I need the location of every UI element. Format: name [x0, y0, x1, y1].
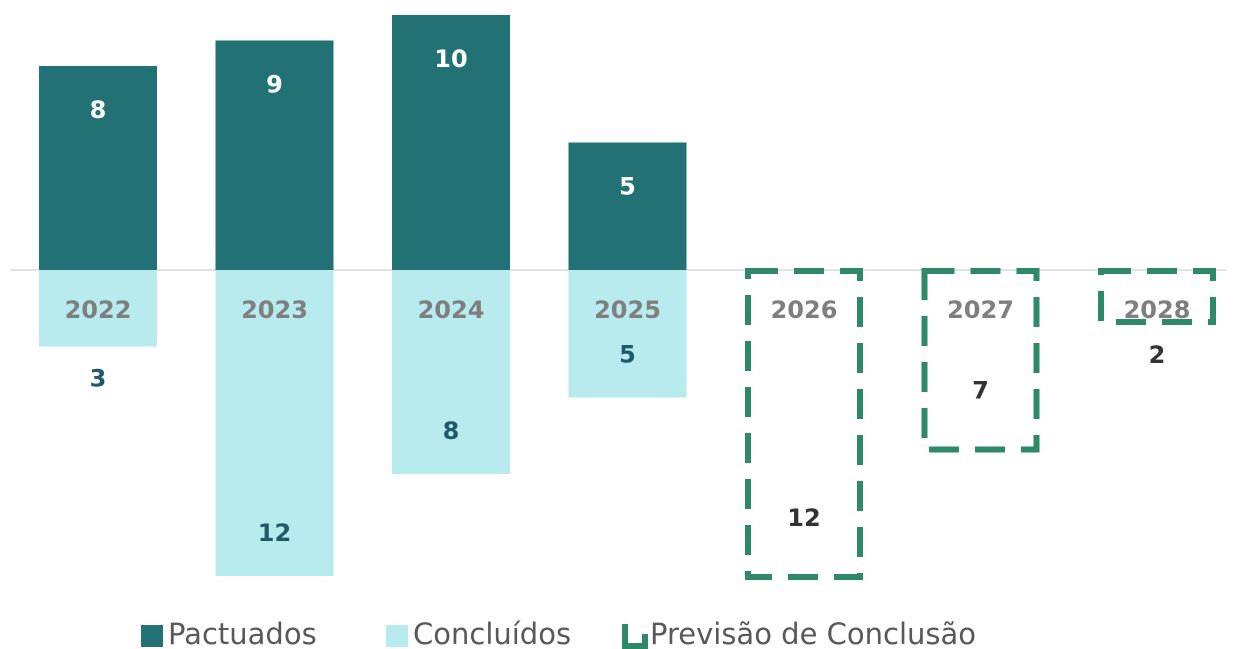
x-tick-label: 2028: [1124, 296, 1191, 324]
legend-label: Pactuados: [168, 617, 317, 649]
x-tick-label: 2022: [65, 296, 132, 324]
legend-label: Previsão de Conclusão: [650, 617, 976, 649]
data-label: 12: [258, 519, 291, 547]
data-label: 8: [90, 96, 107, 124]
x-tick-label: 2027: [947, 296, 1014, 324]
data-label: 7: [972, 377, 989, 405]
dashed-box: [1098, 268, 1216, 325]
data-label: 8: [443, 417, 460, 445]
legend-swatch: [622, 624, 648, 649]
data-label: 5: [619, 341, 636, 369]
data-label: 12: [787, 504, 820, 532]
bar: [215, 40, 334, 270]
dashed-box: [745, 268, 863, 580]
x-tick-label: 2026: [771, 296, 838, 324]
x-tick-label: 2023: [241, 296, 308, 324]
bar: [568, 142, 687, 270]
bar: [392, 270, 510, 474]
data-label: 2: [1149, 341, 1166, 369]
legend-label: Concluídos: [413, 617, 571, 649]
x-tick-label: 2025: [594, 296, 661, 324]
legend-swatch: [141, 625, 163, 647]
bar: [215, 270, 334, 576]
bar: [39, 66, 157, 270]
dashed-box: [921, 268, 1040, 453]
bar: [392, 15, 510, 270]
data-label: 5: [619, 173, 636, 201]
data-label: 3: [90, 365, 107, 393]
legend-swatch: [386, 625, 408, 647]
x-tick-label: 2024: [418, 296, 485, 324]
data-label: 9: [266, 71, 283, 99]
bar: [568, 270, 687, 398]
data-label: 10: [434, 45, 467, 73]
bar: [39, 270, 157, 347]
